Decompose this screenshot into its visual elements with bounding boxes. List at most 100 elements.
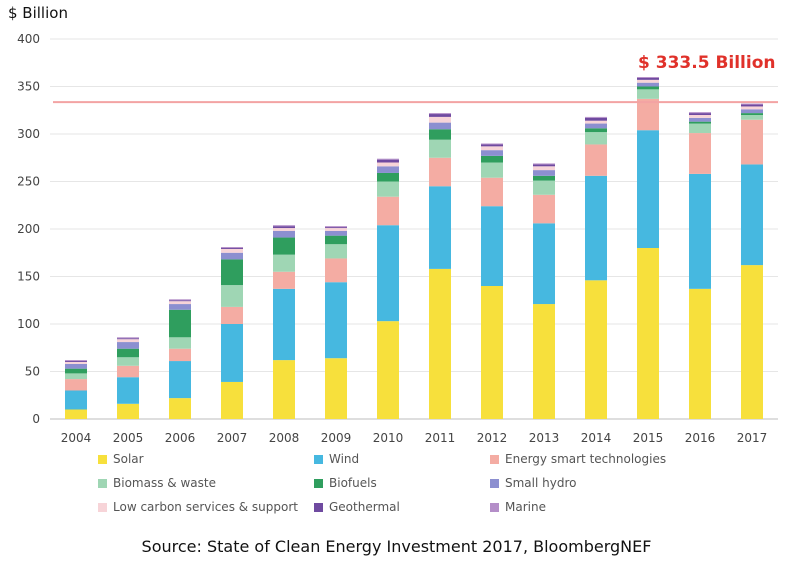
bar-segment — [325, 244, 347, 259]
bar-segment — [533, 194, 555, 224]
y-tick-label: 50 — [25, 365, 40, 379]
bar-segment — [689, 123, 711, 134]
bar-segment — [65, 363, 87, 369]
bar-segment — [169, 398, 191, 419]
x-tick-label: 2017 — [737, 431, 768, 445]
bar-segment — [117, 342, 139, 349]
bar-segment — [637, 82, 659, 87]
bar-segment — [325, 227, 347, 229]
bar-segment — [169, 301, 191, 305]
bar-segment — [377, 162, 399, 167]
bar-segment — [429, 113, 451, 115]
bar-segment — [117, 338, 139, 340]
bar-segment — [429, 116, 451, 123]
legend-swatch — [98, 502, 107, 512]
bar-segment — [585, 144, 607, 176]
bar-segment — [117, 339, 139, 343]
bar-segment — [585, 175, 607, 281]
legend-item: Geothermal — [314, 500, 400, 514]
bar-segment — [273, 254, 295, 272]
legend-label: Low carbon services & support — [113, 500, 299, 514]
bar-segment — [117, 337, 139, 339]
bar-segment — [533, 304, 555, 419]
bar-segment — [377, 181, 399, 197]
bar-segment — [585, 123, 607, 129]
bar-segment — [481, 155, 503, 163]
bar-segment — [377, 158, 399, 160]
bar-segment — [481, 206, 503, 286]
legend-item: Marine — [490, 500, 546, 514]
bar-segment — [169, 299, 191, 301]
bar-segment — [221, 324, 243, 382]
bar-segment — [169, 309, 191, 338]
bar-segment — [637, 98, 659, 131]
bar-segment — [221, 306, 243, 324]
legend-swatch — [490, 502, 499, 512]
bar-segment — [273, 228, 295, 231]
bar-segment — [585, 132, 607, 145]
bar-segment — [637, 77, 659, 80]
bar-segment — [585, 280, 607, 419]
legend-swatch — [490, 478, 499, 488]
bar-segment — [169, 348, 191, 362]
bar-segment — [741, 115, 763, 120]
x-tick-label: 2010 — [373, 431, 404, 445]
bar-segment — [169, 337, 191, 349]
bar-segment — [481, 177, 503, 207]
bar-segment — [221, 285, 243, 307]
y-tick-label: 300 — [17, 127, 40, 141]
bar-segment — [221, 247, 243, 248]
bar-segment — [637, 79, 659, 83]
bar-segment — [273, 225, 295, 227]
bar-segment — [221, 248, 243, 249]
legend-label: Small hydro — [505, 476, 577, 490]
legend-swatch — [98, 454, 107, 464]
bar-segment — [481, 162, 503, 178]
bar-segment — [533, 223, 555, 305]
legend-swatch — [314, 478, 323, 488]
y-tick-label: 150 — [17, 270, 40, 284]
bar-segment — [273, 237, 295, 255]
bar-segment — [325, 258, 347, 283]
bar-segment — [325, 226, 347, 228]
legend-label: Marine — [505, 500, 546, 514]
bar-segment — [65, 409, 87, 419]
bar-segment — [637, 248, 659, 419]
bar-segment — [481, 144, 503, 147]
bar-segment — [533, 163, 555, 165]
bar-segment — [221, 381, 243, 419]
bar-segment — [533, 166, 555, 171]
bar-segment — [169, 361, 191, 399]
bar-segment — [689, 121, 711, 124]
y-tick-label: 200 — [17, 222, 40, 236]
bar-segment — [377, 166, 399, 173]
x-tick-label: 2008 — [269, 431, 300, 445]
x-tick-label: 2012 — [477, 431, 508, 445]
x-tick-label: 2006 — [165, 431, 196, 445]
reference-line-label: $ 333.5 Billion — [638, 53, 776, 73]
legend-item: Biomass & waste — [98, 476, 216, 490]
bar-segment — [273, 271, 295, 289]
x-tick-label: 2013 — [529, 431, 560, 445]
bar-segment — [429, 268, 451, 419]
x-tick-label: 2009 — [321, 431, 352, 445]
x-tick-label: 2014 — [581, 431, 612, 445]
bar-segment — [481, 143, 503, 145]
bar-segment — [741, 106, 763, 110]
bar-segment — [65, 368, 87, 374]
bar-segment — [689, 117, 711, 122]
legend-label: Biofuels — [329, 476, 377, 490]
bar-segment — [637, 86, 659, 90]
bar-segment — [377, 196, 399, 226]
bar-segment — [741, 164, 763, 266]
bar-segment — [741, 265, 763, 419]
x-tick-label: 2004 — [61, 431, 92, 445]
x-tick-label: 2011 — [425, 431, 456, 445]
x-tick-label: 2015 — [633, 431, 664, 445]
bar-segment — [585, 128, 607, 133]
legend-item: Solar — [98, 452, 144, 466]
bar-segment — [741, 104, 763, 107]
bar-segment — [117, 348, 139, 358]
bar-segment — [65, 360, 87, 362]
